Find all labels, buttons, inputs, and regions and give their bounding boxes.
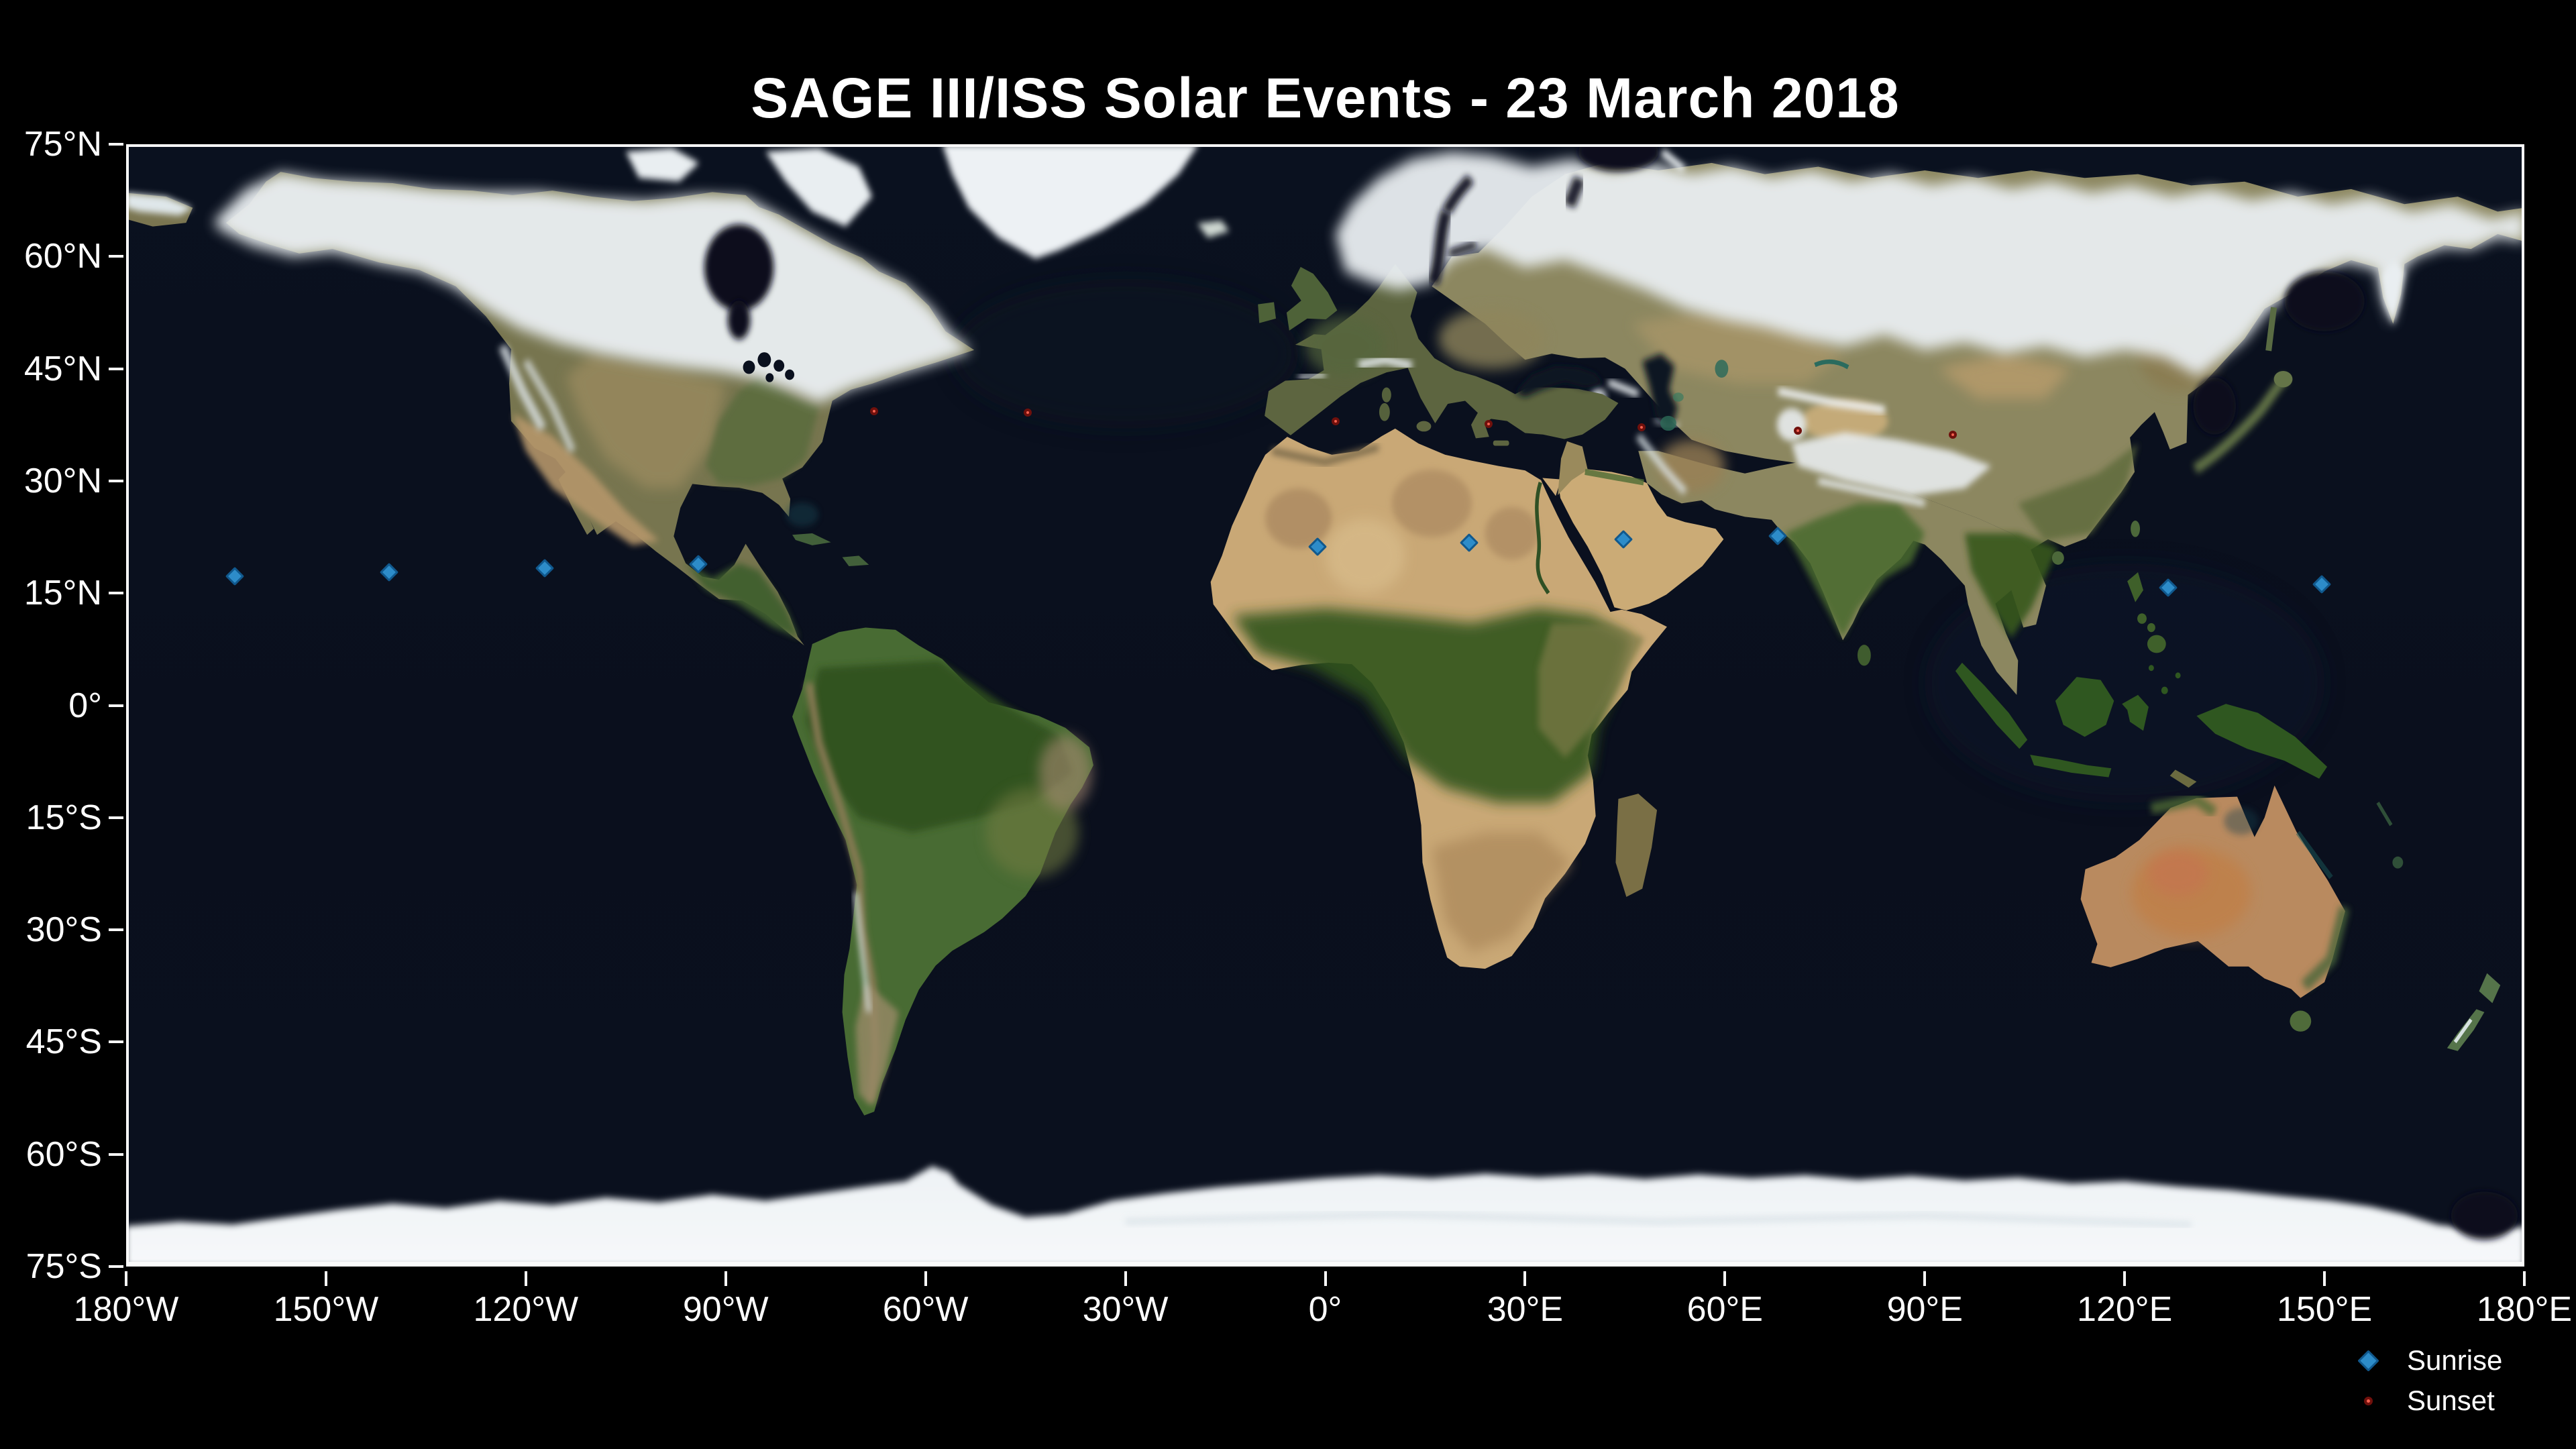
sunrise-marker	[225, 566, 245, 586]
y-tick-label: 15°S	[25, 798, 102, 837]
x-tick-label: 120°E	[2077, 1290, 2173, 1329]
x-tick-mark	[724, 1271, 727, 1286]
sunset-marker	[1023, 409, 1032, 417]
sunrise-swatch	[2355, 1349, 2381, 1372]
x-tick-label: 150°W	[273, 1290, 379, 1329]
legend: Sunrise Sunset	[2355, 1340, 2502, 1421]
x-tick-label: 150°E	[2276, 1290, 2373, 1329]
sunrise-marker	[2158, 578, 2178, 598]
sunset-marker	[1332, 417, 1340, 425]
legend-item-sunset: Sunset	[2355, 1381, 2502, 1421]
y-tick-label: 60°S	[25, 1134, 102, 1174]
x-tick-label: 60°W	[882, 1290, 969, 1329]
sunset-marker	[870, 407, 879, 416]
y-tick-mark	[109, 367, 123, 370]
y-tick-label: 75°S	[25, 1247, 102, 1286]
sunset-marker	[1484, 420, 1493, 429]
y-tick-label: 45°S	[25, 1022, 102, 1062]
chart-title: SAGE III/ISS Solar Events - 23 March 201…	[751, 66, 1900, 129]
x-tick-label: 30°W	[1082, 1290, 1169, 1329]
sunrise-marker	[2312, 574, 2332, 594]
sunrise-diamond-icon	[2357, 1349, 2379, 1372]
y-tick-mark	[109, 1265, 123, 1268]
y-tick-mark	[109, 1152, 123, 1156]
x-tick-mark	[1124, 1271, 1127, 1286]
x-tick-label: 120°W	[473, 1290, 579, 1329]
x-tick-mark	[1923, 1271, 1927, 1286]
x-axis: 180°W 150°W 120°W 90°W 60°W 30°W 0° 30°E 60°E 90°…	[74, 1267, 2572, 1347]
sunset-marker	[1638, 423, 1646, 431]
sunrise-marker	[380, 562, 399, 582]
x-tick-label: 90°E	[1886, 1290, 1963, 1329]
sunrise-marker	[1768, 527, 1787, 546]
marker-layer	[126, 144, 2524, 1267]
sunrise-marker	[1614, 529, 1633, 549]
legend-label-sunrise: Sunrise	[2407, 1344, 2503, 1376]
x-tick-mark	[1324, 1271, 1327, 1286]
sunrise-marker	[1459, 533, 1479, 553]
sunrise-marker	[688, 554, 708, 574]
x-tick-mark	[2523, 1271, 2526, 1286]
sunset-marker	[1948, 430, 1957, 439]
x-tick-mark	[524, 1271, 527, 1286]
plot-area	[126, 144, 2524, 1267]
y-tick-label: 30°N	[23, 461, 102, 500]
y-tick-label: 75°N	[23, 125, 102, 164]
sunset-circle-icon	[2363, 1396, 2373, 1405]
x-tick-mark	[2123, 1271, 2127, 1286]
y-tick-label: 0°	[68, 686, 102, 725]
sunrise-marker	[1307, 537, 1327, 557]
legend-item-sunrise: Sunrise	[2355, 1340, 2502, 1381]
y-tick-mark	[109, 255, 123, 258]
world-basemap-satellite	[126, 144, 2524, 1267]
x-tick-label: 60°E	[1686, 1290, 1763, 1329]
y-axis: 75°N 60°N 45°N 30°N 15°N 0° 15°S 30°S 45°S 60°S 75…	[0, 125, 126, 1286]
x-tick-label: 30°E	[1487, 1290, 1564, 1329]
y-tick-mark	[109, 479, 123, 482]
x-tick-mark	[2323, 1271, 2326, 1286]
legend-label-sunset: Sunset	[2407, 1385, 2495, 1416]
x-tick-mark	[1523, 1271, 1527, 1286]
y-tick-mark	[109, 592, 123, 595]
x-tick-mark	[125, 1271, 127, 1286]
x-tick-mark	[324, 1271, 327, 1286]
x-tick-mark	[924, 1271, 927, 1286]
y-tick-mark	[109, 1040, 123, 1044]
y-tick-label: 30°S	[25, 910, 102, 950]
y-tick-mark	[109, 704, 123, 707]
y-tick-label: 15°N	[23, 574, 102, 613]
x-tick-label: 180°W	[73, 1290, 179, 1329]
sunset-swatch	[2355, 1396, 2381, 1405]
x-tick-label: 180°E	[2476, 1290, 2573, 1329]
y-tick-mark	[109, 143, 123, 146]
sunset-marker	[1793, 427, 1802, 435]
y-tick-mark	[109, 816, 123, 819]
sunrise-marker	[535, 559, 554, 578]
x-tick-label: 90°W	[682, 1290, 769, 1329]
x-tick-mark	[1723, 1271, 1727, 1286]
y-tick-mark	[109, 928, 123, 932]
x-tick-label: 0°	[1308, 1290, 1342, 1329]
y-tick-label: 60°N	[23, 237, 102, 276]
y-tick-label: 45°N	[23, 349, 102, 388]
